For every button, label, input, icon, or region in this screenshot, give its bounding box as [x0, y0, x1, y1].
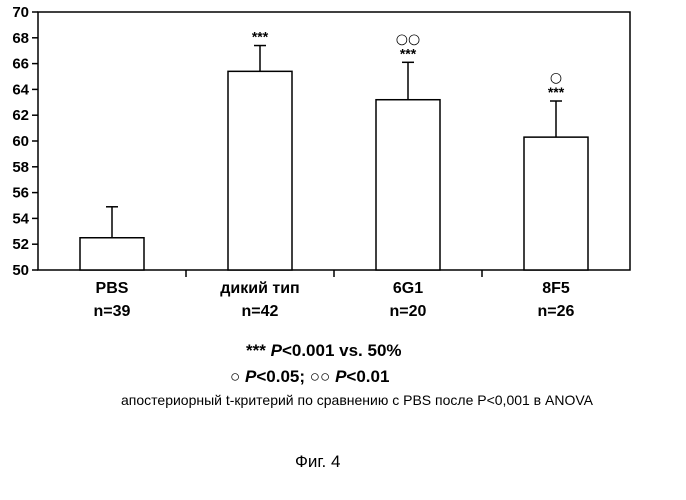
bar [228, 71, 292, 270]
figure-caption: Фиг. 4 [295, 452, 340, 472]
bar-chart: 5052545658606264666870 ******○○***○ PBSn… [0, 0, 686, 330]
legend-test-note: апостериорный t-критерий по сравнению с … [121, 392, 593, 408]
legend-significance-circles: ○ P<0.05; ○○ P<0.01 [230, 367, 389, 387]
category-sample-size: n=20 [390, 303, 427, 320]
bar [524, 137, 588, 270]
bars: ******○○***○ [80, 29, 588, 270]
y-tick-label: 50 [12, 262, 29, 279]
significance-circles: ○ [550, 70, 562, 86]
y-tick-label: 52 [12, 236, 29, 253]
significance-stars: *** [400, 45, 417, 61]
y-tick-label: 58 [12, 159, 29, 176]
significance-stars: *** [252, 29, 269, 45]
bar [376, 100, 440, 270]
y-tick-label: 54 [12, 210, 29, 227]
category-sample-size: n=42 [242, 303, 279, 320]
y-tick-label: 66 [12, 56, 29, 73]
y-tick-label: 64 [12, 81, 29, 98]
y-tick-label: 56 [12, 185, 29, 202]
y-tick-label: 70 [12, 4, 29, 21]
bar [80, 238, 144, 270]
significance-circles: ○○ [396, 31, 420, 47]
category-label: дикий тип [220, 280, 299, 297]
category-label: PBS [96, 280, 129, 297]
y-tick-label: 62 [12, 107, 29, 124]
significance-stars: *** [548, 84, 565, 100]
y-ticks: 50 52 54 56 58 60 62 64 66 68 70 [12, 4, 38, 279]
category-label: 6G1 [393, 280, 423, 297]
category-sample-size: n=26 [538, 303, 575, 320]
y-tick-label: 60 [12, 133, 29, 150]
category-label: 8F5 [542, 280, 570, 297]
category-labels: PBS n=39 дикий тип n=42 6G1 n=20 8F5 n=26 [94, 280, 575, 320]
y-tick-label: 68 [12, 30, 29, 47]
legend-significance-stars: *** P<0.001 vs. 50% [246, 341, 402, 361]
category-sample-size: n=39 [94, 303, 131, 320]
